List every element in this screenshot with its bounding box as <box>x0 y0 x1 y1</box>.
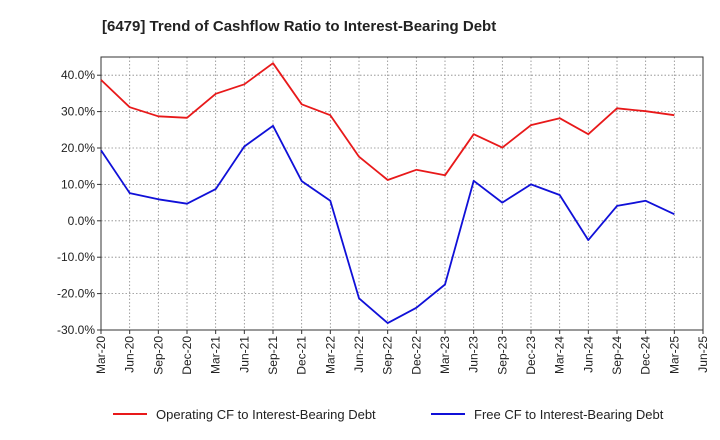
x-tick-label: Mar-25 <box>667 336 681 374</box>
x-tick-label: Sep-24 <box>610 336 624 375</box>
chart-title: [6479] Trend of Cashflow Ratio to Intere… <box>102 18 496 35</box>
x-tick-label: Sep-22 <box>381 336 395 375</box>
grid <box>101 57 703 330</box>
x-tick-label: Dec-24 <box>639 336 653 375</box>
x-tick-label: Mar-23 <box>438 336 452 374</box>
x-tick-label: Jun-22 <box>352 336 366 373</box>
series-lines <box>100 62 675 325</box>
x-tick-label: Sep-21 <box>266 336 280 375</box>
x-tick-label: Mar-24 <box>553 336 567 374</box>
x-tick-label: Mar-20 <box>94 336 108 374</box>
x-tick-label: Dec-21 <box>295 336 309 375</box>
y-tick-label: -30.0% <box>57 323 95 337</box>
legend: Operating CF to Interest-Bearing Debt Fre… <box>113 407 664 422</box>
series-line-free-cf <box>100 124 675 325</box>
x-tick-label: Mar-22 <box>323 336 337 374</box>
x-tick-label: Jun-21 <box>237 336 251 373</box>
x-tick-label: Jun-25 <box>696 336 710 373</box>
x-tick-label: Jun-23 <box>467 336 481 373</box>
x-tick-label: Jun-20 <box>123 336 137 373</box>
x-tick-label: Sep-23 <box>495 336 509 375</box>
series-line-operating-cf <box>100 62 675 181</box>
x-tick-label: Dec-22 <box>409 336 423 375</box>
y-tick-label: 0.0% <box>68 214 96 228</box>
x-tick-label: Mar-21 <box>209 336 223 374</box>
x-tick-label: Sep-20 <box>151 336 165 375</box>
y-tick-label: 10.0% <box>61 177 95 191</box>
y-tick-label: -10.0% <box>57 250 95 264</box>
x-axis-ticks: Mar-20 Jun-20 Sep-20 Dec-20 Mar-21 Jun-21 Sep-… <box>94 330 710 375</box>
x-tick-label: Dec-23 <box>524 336 538 375</box>
y-tick-label: 40.0% <box>61 68 95 82</box>
y-tick-label: 20.0% <box>61 141 95 155</box>
x-tick-label: Jun-24 <box>581 336 595 373</box>
y-tick-label: 30.0% <box>61 105 95 119</box>
plot-area <box>100 56 704 331</box>
legend-label: Operating CF to Interest-Bearing Debt <box>156 407 376 422</box>
legend-label: Free CF to Interest-Bearing Debt <box>474 407 664 422</box>
y-tick-label: -20.0% <box>57 287 95 301</box>
y-axis-ticks: -30.0% -20.0% -10.0% 0.0% 10.0% 20.0% 30.0% 40.… <box>57 68 101 337</box>
x-tick-label: Dec-20 <box>180 336 194 375</box>
